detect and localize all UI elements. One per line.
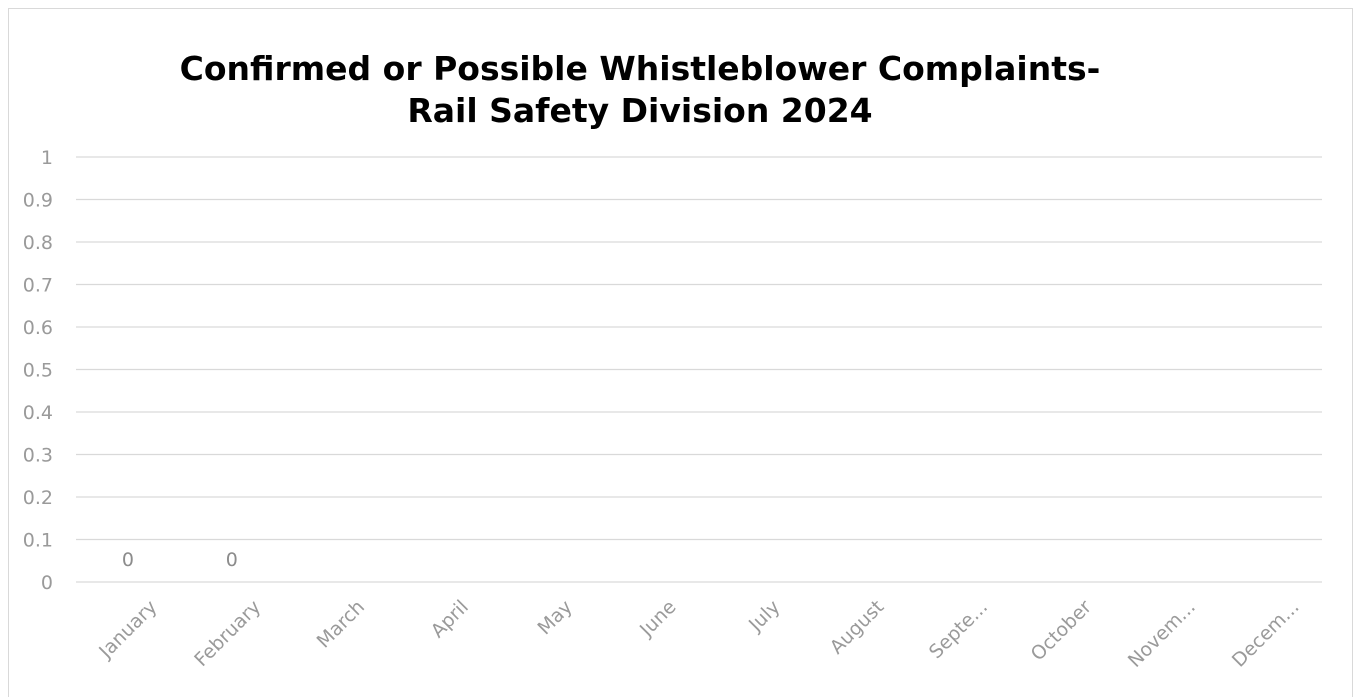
chart-title: Confirmed or Possible Whistleblower Comp…	[179, 49, 1101, 130]
y-tick-label: 1	[41, 147, 53, 169]
y-tick-label: 0	[41, 572, 53, 594]
x-tick-label: July	[744, 596, 784, 636]
y-tick-label: 0.8	[23, 232, 53, 254]
y-tick-label: 0.3	[23, 445, 53, 467]
x-tick-label: August	[826, 596, 889, 659]
y-tick-label: 0.7	[23, 275, 53, 297]
x-tick-label: January	[94, 596, 161, 663]
y-tick-label: 0.2	[23, 487, 53, 509]
y-tick-label: 0.1	[23, 530, 53, 552]
y-tick-label: 0.6	[23, 317, 53, 339]
x-tick-label: Decem...	[1228, 596, 1304, 672]
x-tick-label: Novem...	[1124, 596, 1200, 672]
data-label: 0	[226, 549, 238, 571]
x-tick-label: March	[313, 596, 370, 653]
y-tick-label: 0.5	[23, 360, 53, 382]
x-tick-label: April	[427, 596, 473, 642]
x-tick-label: February	[190, 596, 265, 671]
x-tick-label: Septe...	[925, 596, 992, 663]
x-tick-label: October	[1027, 596, 1096, 665]
data-label: 0	[122, 549, 134, 571]
x-tick-label: May	[533, 596, 576, 639]
y-tick-label: 0.4	[23, 402, 53, 424]
x-tick-label: June	[635, 596, 681, 642]
y-tick-label: 0.9	[23, 190, 53, 212]
